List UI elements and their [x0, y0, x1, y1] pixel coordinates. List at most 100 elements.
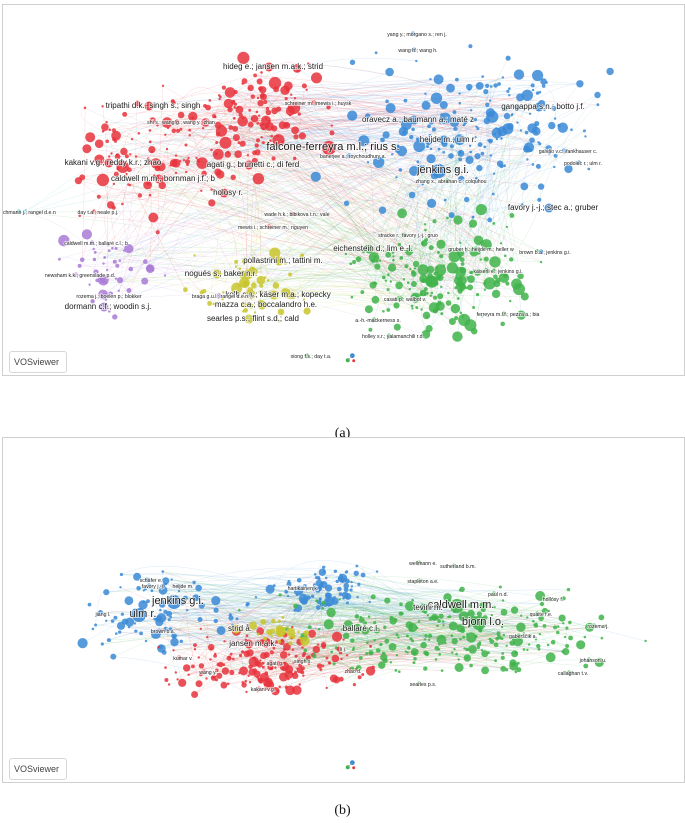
node-circle[interactable] [305, 588, 308, 592]
node-circle[interactable] [459, 637, 462, 641]
node-circle[interactable] [417, 620, 421, 623]
node-circle[interactable] [354, 614, 360, 619]
node-circle[interactable] [542, 624, 547, 628]
node-circle[interactable] [594, 657, 604, 667]
node-circle[interactable] [283, 661, 287, 664]
node-circle[interactable] [506, 122, 514, 130]
node-circle[interactable] [484, 267, 491, 274]
node-circle[interactable] [494, 659, 497, 663]
node-circle[interactable] [547, 609, 550, 613]
node-circle[interactable] [341, 628, 344, 631]
node-circle[interactable] [644, 639, 647, 643]
node-label[interactable]: stracke r.; favory j.-j.; gruo [377, 232, 438, 240]
node-circle[interactable] [247, 121, 254, 128]
node-label[interactable]: day t.a.; neale p.j. [77, 209, 120, 217]
node-circle[interactable] [330, 124, 333, 127]
node-circle[interactable] [272, 584, 276, 588]
node-circle[interactable] [367, 615, 371, 618]
node-circle[interactable] [455, 77, 459, 82]
node-circle[interactable] [415, 306, 419, 310]
node-circle[interactable] [553, 117, 557, 120]
node-circle[interactable] [261, 665, 265, 669]
node-circle[interactable] [303, 648, 308, 653]
node-circle[interactable] [556, 630, 560, 635]
node-circle[interactable] [356, 595, 359, 599]
node-label[interactable]: caldwell m.m.; ballaré c.l.; b [63, 240, 128, 248]
node-circle[interactable] [489, 639, 495, 644]
label-node[interactable] [416, 681, 422, 687]
node-circle[interactable] [263, 677, 273, 688]
label-node[interactable] [144, 101, 154, 111]
node-circle[interactable] [213, 618, 218, 624]
node-circle[interactable] [496, 160, 504, 167]
node-circle[interactable] [247, 87, 250, 90]
node-circle[interactable] [231, 623, 234, 626]
node-circle[interactable] [508, 87, 511, 90]
node-circle[interactable] [269, 650, 274, 655]
node-circle[interactable] [459, 241, 462, 244]
node-circle[interactable] [301, 83, 307, 89]
node-label[interactable]: zhang x.; abrahan c.; colquhou [415, 178, 488, 186]
node-circle[interactable] [343, 632, 350, 639]
node-circle[interactable] [568, 620, 572, 625]
node-circle[interactable] [307, 625, 312, 630]
node-circle[interactable] [161, 570, 165, 573]
node-circle[interactable] [495, 277, 501, 284]
node-circle[interactable] [462, 635, 466, 639]
node-circle[interactable] [318, 568, 327, 576]
node-circle[interactable] [116, 277, 124, 284]
node-circle[interactable] [312, 653, 317, 659]
node-circle[interactable] [105, 139, 109, 144]
label-node[interactable] [231, 624, 241, 634]
node-circle[interactable] [167, 683, 171, 686]
node-circle[interactable] [375, 648, 381, 653]
node-circle[interactable] [469, 150, 473, 154]
node-circle[interactable] [427, 124, 431, 129]
node-circle[interactable] [430, 92, 443, 104]
node-circle[interactable] [361, 626, 370, 635]
node-circle[interactable] [108, 310, 111, 313]
node-circle[interactable] [428, 302, 440, 313]
node-circle[interactable] [371, 295, 380, 304]
node-circle[interactable] [342, 597, 345, 600]
node-circle[interactable] [245, 303, 249, 307]
node-circle[interactable] [316, 663, 323, 669]
node-circle[interactable] [186, 163, 189, 167]
node-circle[interactable] [105, 120, 108, 124]
node-circle[interactable] [292, 661, 295, 664]
node-circle[interactable] [430, 291, 434, 295]
node-circle[interactable] [409, 166, 419, 176]
node-circle[interactable] [345, 601, 349, 605]
node-circle[interactable] [505, 225, 509, 229]
node-circle[interactable] [479, 241, 482, 244]
node-circle[interactable] [343, 620, 354, 631]
node-circle[interactable] [475, 204, 487, 216]
node-circle[interactable] [256, 96, 260, 100]
node-circle[interactable] [142, 589, 145, 592]
node-circle[interactable] [427, 633, 433, 639]
node-circle[interactable] [425, 325, 433, 333]
node-circle[interactable] [530, 83, 535, 88]
node-circle[interactable] [422, 165, 425, 168]
node-circle[interactable] [506, 89, 510, 93]
node-circle[interactable] [350, 585, 354, 588]
node-circle[interactable] [155, 618, 164, 627]
node-circle[interactable] [284, 589, 289, 594]
node-circle[interactable] [142, 600, 145, 604]
node-circle[interactable] [248, 681, 252, 684]
node-circle[interactable] [177, 589, 181, 593]
node-circle[interactable] [300, 636, 310, 646]
node-circle[interactable] [325, 656, 329, 660]
node-circle[interactable] [406, 281, 410, 285]
node-circle[interactable] [323, 619, 334, 630]
node-circle[interactable] [522, 648, 526, 651]
label-node[interactable] [516, 633, 522, 639]
node-circle[interactable] [102, 262, 105, 265]
node-circle[interactable] [386, 308, 391, 312]
node-circle[interactable] [476, 127, 480, 131]
node-circle[interactable] [226, 655, 232, 661]
node-label[interactable]: kolb c.a.; käser m.a.; kopecky [225, 289, 332, 300]
node-label[interactable]: wang h.; wang h. [398, 47, 439, 55]
label-node[interactable] [566, 670, 572, 676]
node-circle[interactable] [380, 137, 385, 143]
